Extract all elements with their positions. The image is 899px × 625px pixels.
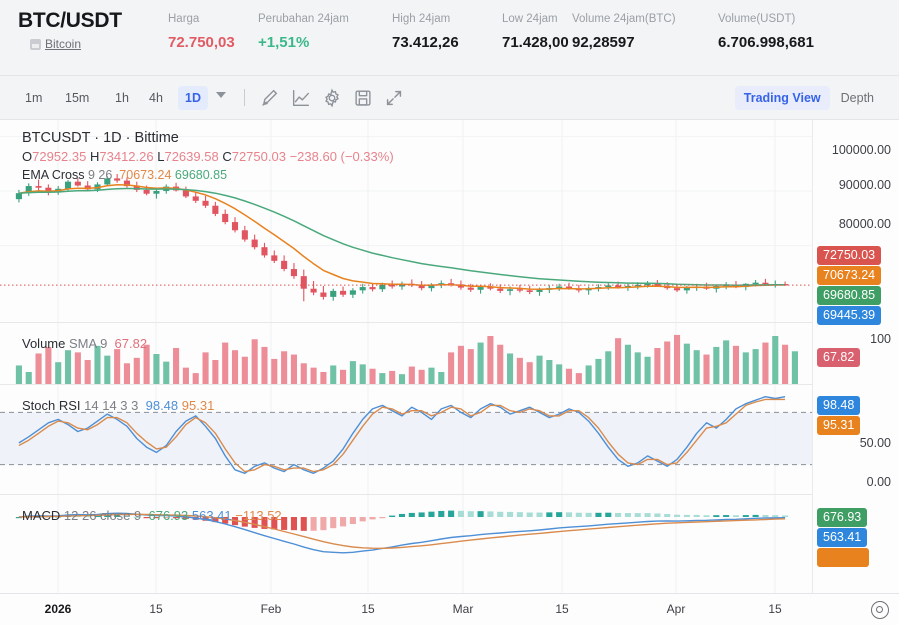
stat-label: High 24jam <box>392 13 451 25</box>
line-chart-indicator-icon[interactable] <box>290 87 312 109</box>
time-label: 15 <box>555 602 569 616</box>
price-badge-ema-fast: 70673.24 <box>817 266 882 285</box>
macd-badge-macd: 676.93 <box>817 508 868 527</box>
time-axis[interactable]: 2026 15 Feb 15 Mar 15 Apr 15 <box>0 593 899 625</box>
pair-symbol: BTC/USDT <box>18 9 122 32</box>
bitcoin-icon <box>30 38 41 50</box>
gear-settings-icon[interactable] <box>321 87 343 109</box>
stat-label: Low 24jam <box>502 13 558 25</box>
time-label: Mar <box>452 602 474 616</box>
stat-high-24jam: High 24jam 73.412,26 <box>392 12 459 53</box>
macd-badge-signal: 563.41 <box>817 528 868 547</box>
chart-plot[interactable] <box>0 120 812 593</box>
tab-trading-view[interactable]: Trading View <box>734 86 830 110</box>
chart-area[interactable]: BTCUSDT · 1D · Bittime O72952.35 H73412.… <box>0 120 899 625</box>
stoch-tick: 50.00 <box>859 436 891 450</box>
price-badge-extra: 69445.39 <box>817 306 882 325</box>
stat-label: Volume 24jam(BTC) <box>572 13 676 25</box>
price-tick: 80000.00 <box>838 217 891 231</box>
price-tick: 90000.00 <box>838 178 891 192</box>
stat-value: 6.706.998,681 <box>718 34 814 51</box>
price-axis[interactable]: 100000.00 90000.00 80000.00 72750.03 706… <box>812 120 899 593</box>
view-tabs: Trading View Depth <box>734 86 883 110</box>
coin-name: Bitcoin <box>45 37 82 51</box>
pair-block[interactable]: BTC/USDT Bitcoin <box>18 9 138 51</box>
price-badge-last: 72750.03 <box>817 246 882 265</box>
fullscreen-icon[interactable] <box>383 87 405 109</box>
toolbar-divider <box>244 89 245 106</box>
stoch-badge-d: 95.31 <box>817 416 861 435</box>
ticker-header: BTC/USDT Bitcoin Harga 72.750,03 Perubah… <box>0 0 899 76</box>
stat-label: Volume(USDT) <box>718 13 796 25</box>
floppy-save-icon[interactable] <box>352 87 374 109</box>
pane-separator <box>0 494 812 495</box>
timeframe-1d[interactable]: 1D <box>178 86 208 110</box>
time-label: 15 <box>361 602 375 616</box>
stat-label: Perubahan 24jam <box>258 13 349 25</box>
chart-toolbar: 1m 15m 1h 4h 1D <box>0 76 899 120</box>
time-label: 2026 <box>44 602 72 616</box>
tab-depth[interactable]: Depth <box>840 91 874 105</box>
stat-harga: Harga 72.750,03 <box>168 12 235 53</box>
stat-volume-btc: Volume 24jam(BTC) 92,28597 <box>572 12 676 53</box>
stoch-tick: 0.00 <box>866 475 891 489</box>
stat-volume-usdt: Volume(USDT) 6.706.998,681 <box>718 12 814 53</box>
stat-low-24jam: Low 24jam 71.428,00 <box>502 12 569 53</box>
price-badge-ema-slow: 69680.85 <box>817 286 882 305</box>
pane-separator <box>0 322 812 323</box>
stat-value: 92,28597 <box>572 34 635 51</box>
time-label: Apr <box>666 602 686 616</box>
stat-label: Harga <box>168 13 200 25</box>
macd-badge-hist <box>817 548 869 567</box>
volume-tick: 100 <box>870 332 891 346</box>
pane-separator <box>0 384 812 385</box>
stat-value: +1,51% <box>258 34 310 51</box>
coin-row: Bitcoin <box>18 37 138 51</box>
pencil-draw-icon[interactable] <box>258 87 280 109</box>
timeframe-1h[interactable]: 1h <box>115 91 129 105</box>
time-label: 15 <box>149 602 163 616</box>
time-label: Feb <box>260 602 282 616</box>
stoch-badge-k: 98.48 <box>817 396 861 415</box>
stat-perubahan-24jam: Perubahan 24jam +1,51% <box>258 12 349 53</box>
chart-canvas <box>0 120 812 593</box>
stat-value: 71.428,00 <box>502 34 569 51</box>
time-label: 15 <box>768 602 782 616</box>
volume-badge: 67.82 <box>817 348 861 367</box>
timeframe-15m[interactable]: 15m <box>65 91 90 105</box>
chevron-down-icon[interactable] <box>216 92 226 98</box>
price-tick: 100000.00 <box>831 143 891 157</box>
timeframe-1m[interactable]: 1m <box>25 91 43 105</box>
clock-settings-icon[interactable] <box>871 601 889 619</box>
stat-value: 72.750,03 <box>168 34 235 51</box>
timeframe-4h[interactable]: 4h <box>149 91 163 105</box>
stat-value: 73.412,26 <box>392 34 459 51</box>
